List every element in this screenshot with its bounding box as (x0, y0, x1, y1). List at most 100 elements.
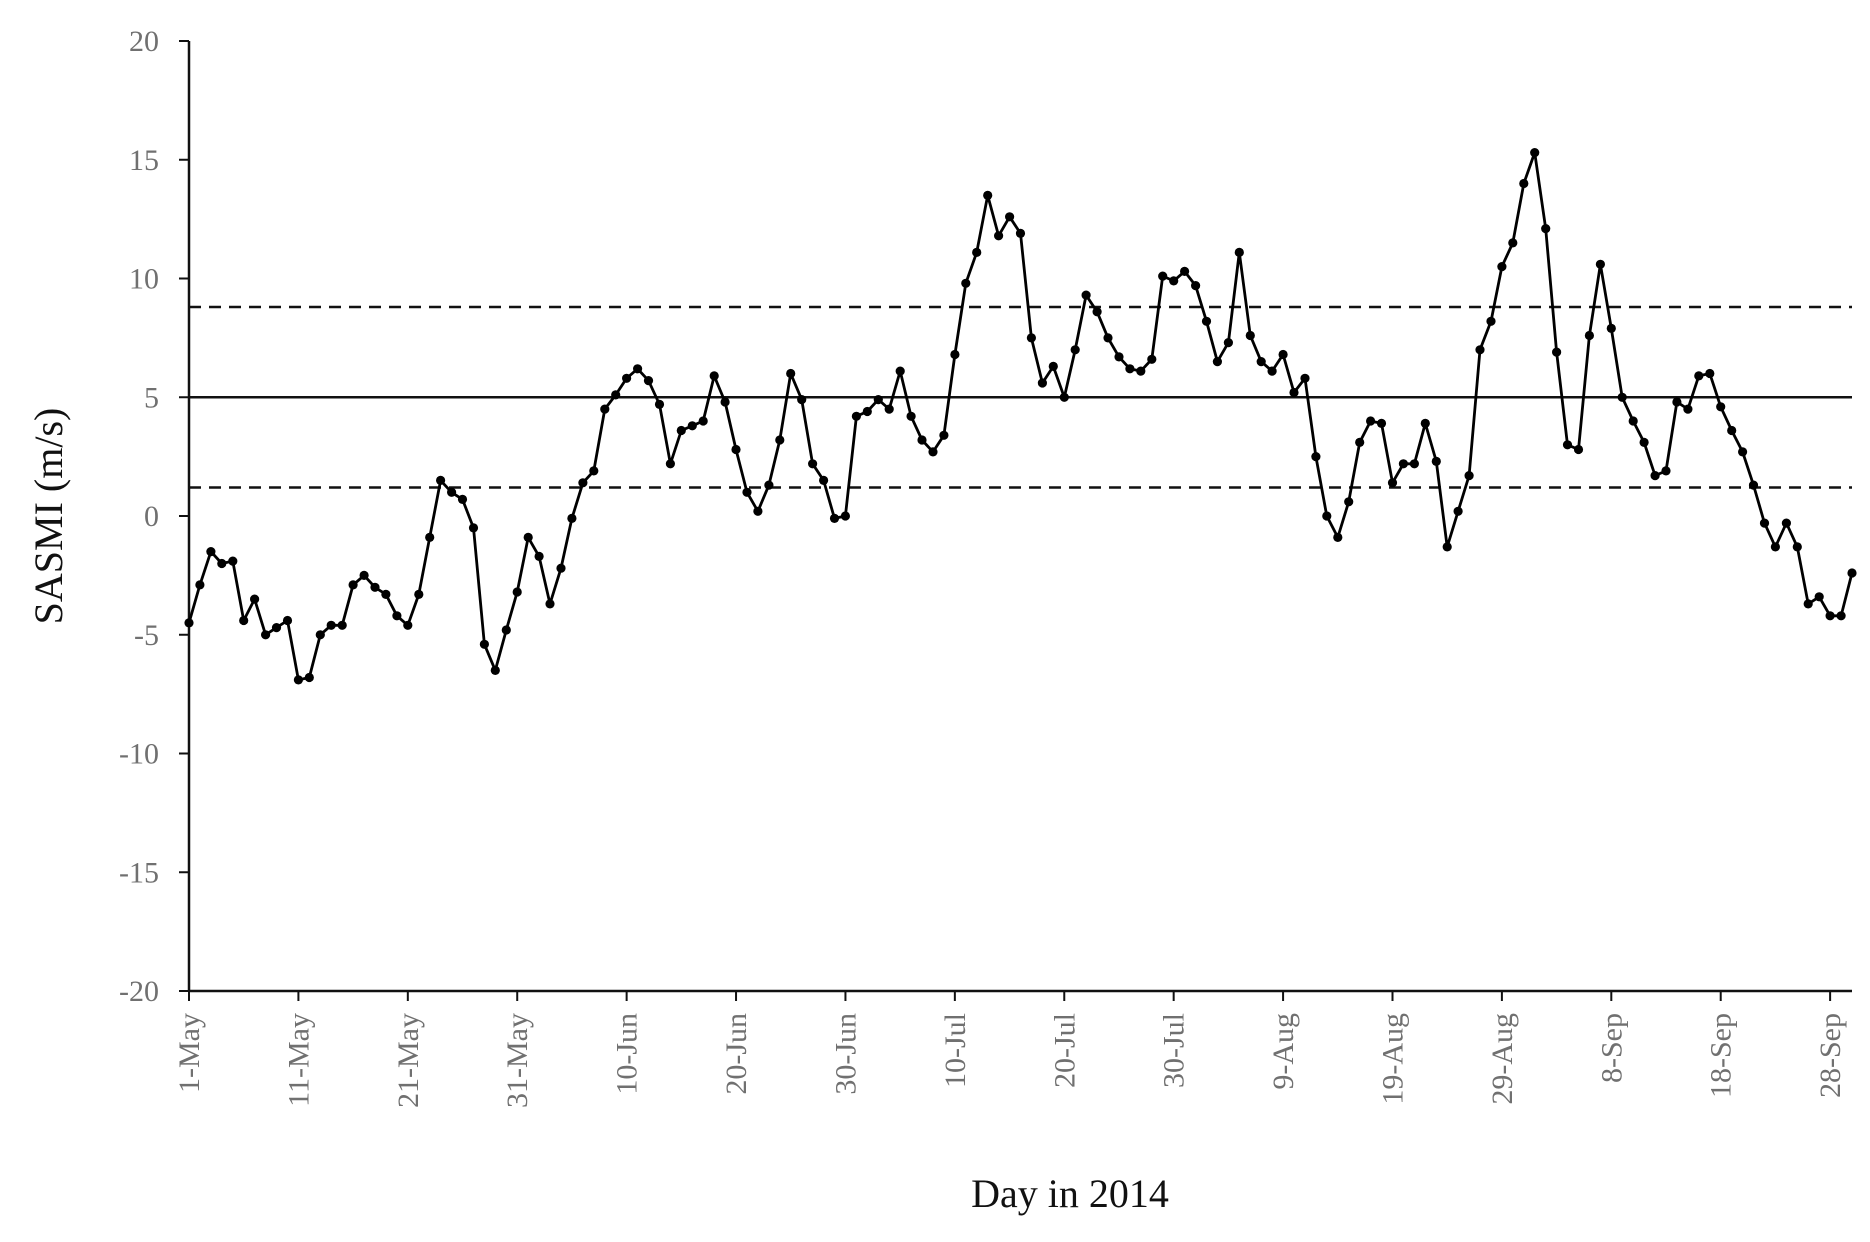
data-point (1650, 471, 1660, 481)
y-tick-label: -5 (134, 619, 159, 652)
data-point (654, 399, 665, 409)
data-point (1333, 532, 1343, 543)
data-point (479, 639, 489, 649)
data-point (994, 231, 1004, 241)
data-point (501, 625, 511, 635)
data-point (1770, 542, 1780, 552)
data-point (1191, 281, 1201, 291)
axes (187, 41, 1852, 993)
data-point (1814, 592, 1824, 602)
data-point (1453, 506, 1463, 516)
data-point (228, 556, 238, 566)
data-point (1486, 316, 1496, 326)
data-point (1836, 611, 1846, 621)
data-point (1059, 392, 1069, 402)
y-tick-label: -20 (119, 975, 159, 1008)
data-point (1847, 568, 1857, 578)
data-point (468, 523, 479, 533)
data-point (1114, 352, 1124, 362)
data-point (1158, 271, 1168, 281)
data-point (1519, 178, 1529, 189)
data-point (1803, 599, 1813, 609)
data-point (1201, 316, 1212, 326)
data-point (1300, 373, 1310, 383)
y-tick-label: 5 (144, 381, 159, 414)
y-tick-label: 20 (129, 25, 159, 58)
data-point (786, 368, 796, 379)
x-tick-label: 9-Aug (1267, 1013, 1300, 1090)
data-point (906, 411, 916, 421)
data-point (1103, 333, 1113, 343)
y-tick-label: 15 (129, 144, 159, 177)
data-point (1366, 416, 1376, 426)
data-point (1311, 452, 1321, 462)
x-tick-label: 20-Jul (1048, 1013, 1081, 1088)
data-point (1180, 266, 1190, 276)
data-point (195, 580, 205, 590)
y-tick-label: -10 (119, 738, 159, 771)
data-point (1289, 387, 1299, 398)
data-point (1420, 418, 1430, 428)
data-point (1398, 459, 1408, 469)
data-point (1792, 542, 1802, 552)
data-point (1431, 456, 1441, 466)
reference-lines (189, 305, 1852, 489)
data-point (1595, 259, 1605, 269)
x-axis-title: Day in 2014 (971, 1171, 1169, 1216)
data-point (414, 589, 424, 600)
data-point (490, 665, 500, 676)
data-point (282, 615, 293, 626)
data-point (1376, 418, 1387, 428)
data-point (687, 421, 697, 431)
data-point (797, 395, 807, 405)
data-point (425, 532, 435, 543)
data-point (862, 406, 872, 417)
x-tick-label: 31-May (501, 1013, 534, 1108)
data-point (983, 190, 993, 200)
data-point (589, 466, 599, 476)
data-point (271, 623, 282, 633)
x-tick-label: 20-Jun (720, 1013, 753, 1095)
x-tick-label: 1-May (173, 1013, 206, 1093)
data-point (1070, 345, 1080, 355)
x-tick-label: 28-Sep (1814, 1013, 1847, 1098)
data-point (633, 364, 643, 374)
data-point (895, 366, 905, 376)
data-point (1748, 480, 1759, 490)
data-point (1573, 444, 1584, 455)
data-point (1409, 459, 1419, 469)
data-point (1497, 262, 1507, 272)
data-point (1672, 397, 1682, 407)
data-point (764, 480, 774, 490)
data-point (1136, 366, 1146, 376)
data-point (1530, 148, 1540, 158)
data-point (1716, 402, 1726, 412)
data-point (1606, 323, 1616, 333)
data-point (534, 551, 544, 562)
x-tick-label: 18-Sep (1705, 1013, 1738, 1098)
data-point (1508, 238, 1518, 248)
data-point (1442, 542, 1452, 552)
data-point (731, 444, 741, 455)
data-point (261, 630, 271, 640)
data-point (545, 599, 555, 609)
data-point (972, 247, 982, 257)
data-point (370, 582, 380, 592)
data-point (1169, 276, 1179, 286)
data-point (1037, 378, 1047, 388)
data-point (950, 349, 960, 360)
data-point (851, 411, 862, 421)
data-point (676, 425, 686, 436)
x-tick-label: 19-Aug (1376, 1013, 1409, 1105)
data-point (939, 430, 949, 440)
x-tick-label: 21-May (392, 1013, 425, 1108)
data-point (1628, 416, 1638, 426)
data-point (665, 459, 676, 469)
data-point (1212, 357, 1222, 367)
data-point (1475, 345, 1485, 355)
data-point (512, 587, 522, 597)
data-point (1387, 478, 1398, 488)
x-tick-label: 30-Jun (829, 1013, 862, 1095)
data-point (1639, 437, 1649, 447)
